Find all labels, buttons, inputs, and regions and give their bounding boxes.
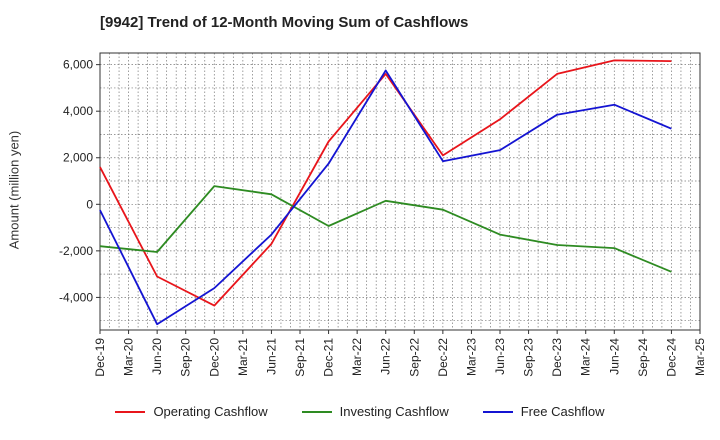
y-tick-label: 4,000 [63,104,93,118]
x-tick-label: Jun-22 [379,338,393,375]
x-tick-label: Jun-24 [607,338,621,375]
x-tick-label: Dec-22 [436,338,450,377]
x-tick-label: Dec-24 [664,338,678,377]
legend-label-investing: Investing Cashflow [339,404,449,419]
y-tick-label: 6,000 [63,58,93,72]
x-tick-label: Jun-21 [264,338,278,375]
legend-label-free: Free Cashflow [520,404,605,419]
x-tick-label: Mar-20 [122,338,136,376]
x-tick-label: Dec-21 [322,338,336,377]
x-tick-label: Sep-22 [407,338,421,377]
x-tick-label: Mar-24 [579,338,593,376]
plot-area-frame [99,52,701,331]
legend-swatch-free [482,410,513,413]
x-tick-label: Mar-22 [350,338,364,376]
series-line-investing [99,185,672,273]
legend-item-operating: Operating Cashflow [115,404,268,419]
legend-item-free: Free Cashflow [482,404,605,419]
x-tick-label: Sep-21 [293,338,307,377]
y-tick-label: 0 [86,197,93,211]
x-tick-label: Dec-19 [93,338,107,377]
legend-swatch-operating [115,410,146,413]
x-tick-label: Mar-23 [464,338,478,376]
x-tick-label: Sep-20 [179,338,193,377]
x-tick-label: Mar-25 [693,338,707,376]
legend-swatch-investing [301,410,332,413]
legend-label-operating: Operating Cashflow [153,404,268,419]
chart-legend: Operating Cashflow Investing Cashflow Fr… [0,404,720,419]
x-tick-label: Jun-23 [493,338,507,375]
series-line-operating [99,59,672,307]
y-tick-label: 2,000 [63,151,93,165]
x-tick-label: Dec-20 [207,338,221,377]
legend-item-investing: Investing Cashflow [301,404,449,419]
x-tick-label: Dec-23 [550,338,564,377]
x-tick-label: Jun-20 [150,338,164,375]
y-tick-label: -2,000 [59,244,93,258]
chart-title: [9942] Trend of 12-Month Moving Sum of C… [100,14,469,31]
series-line-free [99,69,672,326]
x-tick-label: Sep-23 [522,338,536,377]
y-tick-label: -4,000 [59,290,93,304]
x-tick-label: Mar-21 [236,338,250,376]
x-tick-label: Sep-24 [636,338,650,377]
